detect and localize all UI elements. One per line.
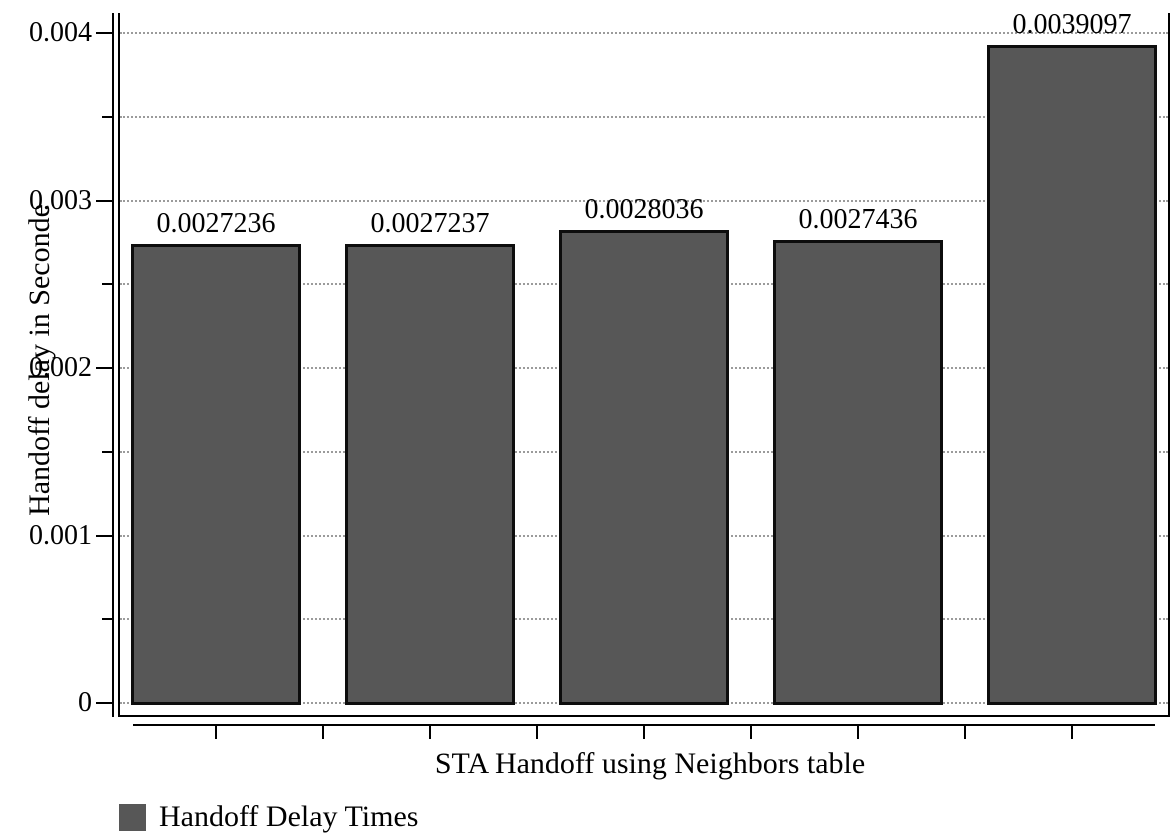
y-tick bbox=[96, 534, 112, 537]
y-tick bbox=[96, 199, 112, 202]
y-tick bbox=[96, 367, 112, 369]
bar bbox=[559, 230, 729, 705]
y-minor-tick bbox=[102, 618, 112, 621]
bar bbox=[987, 45, 1157, 705]
gridline bbox=[120, 199, 1168, 202]
bar-value-label: 0.0028036 bbox=[584, 194, 704, 226]
y-axis-line bbox=[112, 13, 114, 717]
bar-value-label: 0.0027236 bbox=[156, 207, 276, 239]
legend-swatch bbox=[119, 803, 146, 831]
plot-area: 0.0027236 0.0027237 0.0028036 0.0027436 0.00… bbox=[118, 9, 1170, 717]
bar bbox=[345, 243, 515, 705]
x-tick bbox=[857, 726, 859, 739]
y-tick-label: 0.003 bbox=[29, 184, 92, 216]
y-tick bbox=[96, 702, 112, 704]
x-tick bbox=[1071, 726, 1073, 739]
y-minor-tick bbox=[102, 283, 112, 286]
x-tick bbox=[322, 726, 324, 739]
gridline bbox=[120, 115, 1168, 118]
bar-value-label: 0.0027237 bbox=[370, 207, 490, 239]
bar bbox=[131, 243, 301, 705]
x-tick bbox=[643, 726, 645, 739]
x-axis-line bbox=[133, 724, 1155, 726]
legend: Handoff Delay Times bbox=[119, 801, 418, 833]
bar-value-label: 0.0027436 bbox=[798, 204, 918, 236]
x-tick bbox=[215, 726, 217, 739]
x-tick bbox=[429, 726, 431, 739]
y-minor-tick bbox=[102, 450, 112, 453]
x-axis-title: STA Handoff using Neighbors table bbox=[434, 747, 866, 780]
x-tick bbox=[964, 726, 966, 739]
y-tick-label: 0.001 bbox=[29, 519, 92, 551]
bar-value-label: 0.0039097 bbox=[1012, 9, 1132, 41]
legend-label: Handoff Delay Times bbox=[159, 800, 419, 833]
x-tick bbox=[750, 726, 752, 739]
y-tick-label: 0.004 bbox=[29, 17, 92, 48]
y-tick-label: 0 bbox=[78, 687, 92, 718]
gridline bbox=[120, 32, 1168, 34]
bar bbox=[773, 240, 943, 705]
y-tick-label: 0.002 bbox=[29, 352, 92, 383]
x-tick bbox=[536, 726, 538, 739]
y-tick bbox=[96, 32, 112, 34]
y-minor-tick bbox=[102, 115, 112, 118]
